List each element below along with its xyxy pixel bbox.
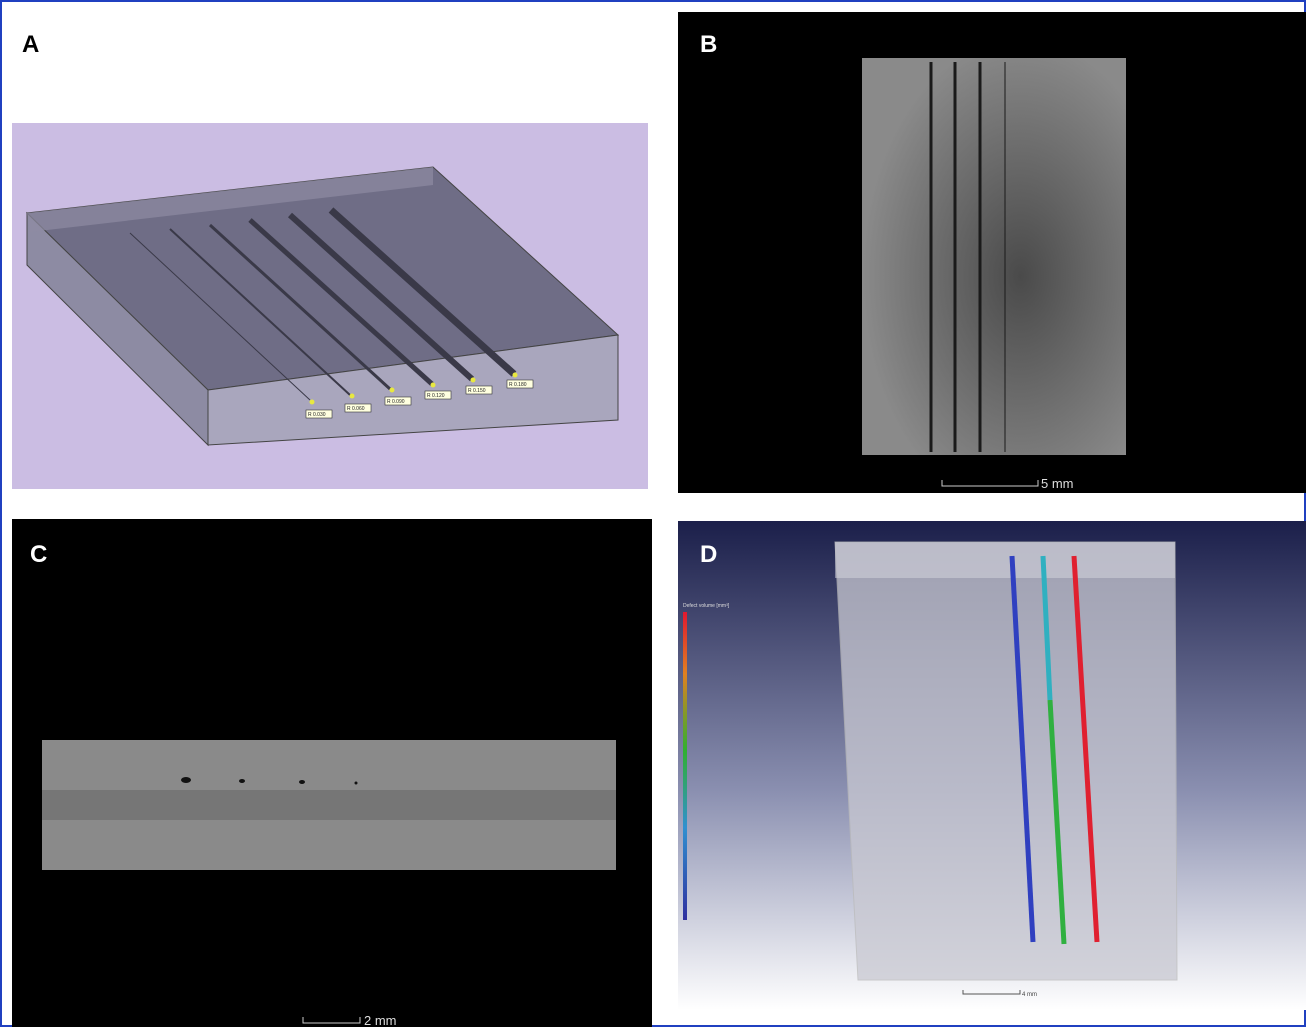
ct-slice (862, 58, 1126, 455)
scale-label: 2 mm (364, 1013, 397, 1027)
groove-label: R 0.030 (308, 412, 326, 418)
figure: A R 0.030 R 0.060 R 0.090 R 0.120 R 0.15… (0, 0, 1306, 1027)
specimen-volume (835, 542, 1177, 980)
ct-band (42, 790, 616, 820)
color-bar (683, 612, 687, 920)
panel-label: C (30, 541, 47, 568)
panel-b: B 5 mm (678, 12, 1306, 493)
groove-label: R 0.150 (468, 388, 486, 394)
scale-label: 4 mm (1022, 992, 1037, 998)
groove-label: R 0.180 (509, 382, 527, 388)
legend-title: Defect volume [mm³] (683, 603, 730, 609)
panel-label: B (700, 31, 717, 58)
panel-d: Defect volume [mm³] D 4 mm (678, 521, 1306, 1010)
groove-label: R 0.120 (427, 393, 445, 399)
scale-label: 5 mm (1041, 476, 1074, 491)
panel-label: A (22, 31, 39, 58)
panel-a: A R 0.030 R 0.060 R 0.090 R 0.120 R 0.15… (12, 31, 648, 489)
panel-label: D (700, 541, 717, 568)
panel-c: C 2 mm (12, 519, 652, 1027)
groove-label: R 0.090 (387, 399, 405, 405)
groove-label: R 0.060 (347, 406, 365, 412)
specimen-top (835, 542, 1175, 578)
